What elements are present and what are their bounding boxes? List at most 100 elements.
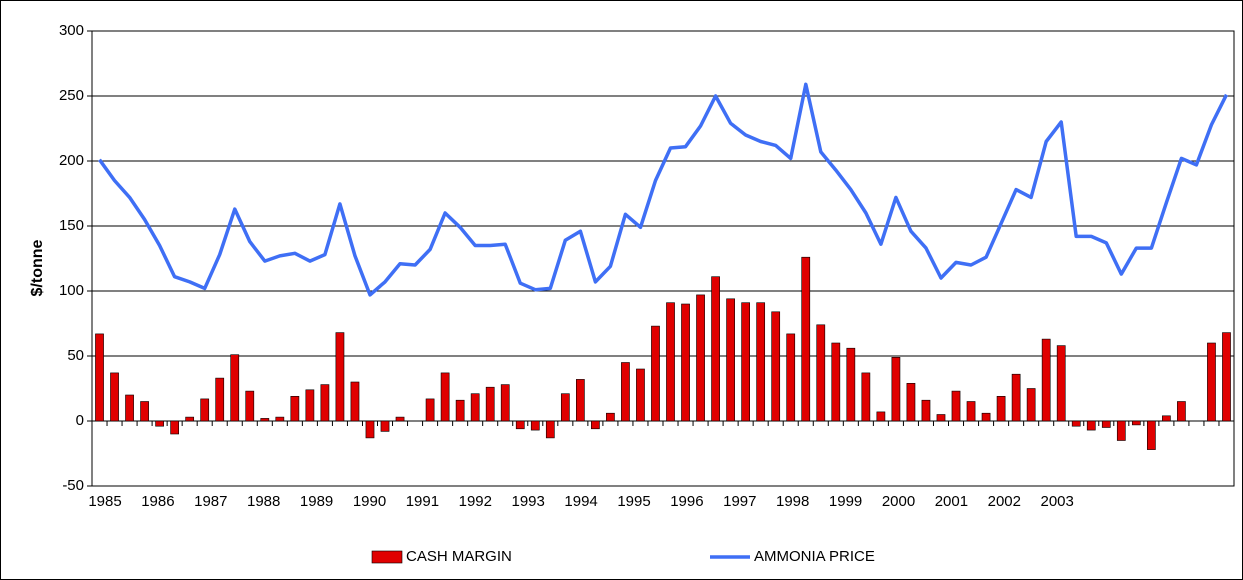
bar [861, 372, 871, 422]
bar [756, 302, 766, 422]
bar [440, 372, 450, 422]
x-tick-label: 1996 [670, 493, 703, 510]
bar [996, 395, 1006, 422]
y-tick-label: 100 [59, 282, 84, 299]
bar [1071, 420, 1081, 427]
bar [636, 368, 645, 422]
bar [305, 389, 315, 422]
bar [170, 420, 180, 435]
bar [455, 399, 465, 422]
bar [816, 324, 826, 422]
bar [1146, 420, 1156, 450]
bar [365, 420, 375, 439]
y-tick-label: 300 [59, 22, 84, 39]
x-tick-label: 1988 [247, 493, 280, 510]
bar [560, 393, 570, 422]
bar [1026, 388, 1036, 422]
bar [666, 302, 675, 422]
x-tick-label: 1986 [141, 493, 174, 510]
bar [1116, 420, 1126, 441]
bar [621, 362, 630, 422]
x-tick-label: 2002 [988, 493, 1021, 510]
x-tick-label: 1999 [829, 493, 862, 510]
x-tick-label: 1987 [194, 493, 227, 510]
bar [876, 411, 886, 422]
bar [966, 401, 976, 422]
legend-swatch [371, 550, 403, 564]
bar [470, 393, 480, 422]
bar [515, 420, 525, 430]
bar [140, 401, 149, 422]
y-tick-label: 50 [67, 347, 84, 364]
x-tick-label: 1998 [776, 493, 809, 510]
bar [1207, 342, 1216, 422]
bar [1041, 338, 1051, 422]
bar [110, 372, 119, 422]
bar [951, 390, 961, 422]
bar [275, 416, 285, 422]
x-tick-label: 2003 [1041, 493, 1074, 510]
bar [591, 420, 600, 430]
bar [801, 256, 811, 422]
bar [575, 379, 585, 422]
bar [485, 386, 495, 422]
bar [200, 398, 210, 422]
bar [921, 399, 931, 422]
x-tick-label: 1990 [353, 493, 386, 510]
bar [395, 416, 405, 422]
bar [545, 420, 555, 439]
bar [981, 412, 991, 422]
bar [726, 298, 735, 422]
x-tick-label: 1993 [512, 493, 545, 510]
y-tick-label: 150 [59, 217, 84, 234]
y-axis-label: $/tonne [29, 239, 46, 296]
x-tick-label: 1991 [406, 493, 439, 510]
bar [891, 356, 901, 422]
legend-label: CASH MARGIN [406, 548, 512, 565]
bar [95, 333, 104, 422]
bar [320, 384, 330, 422]
x-tick-label: 1992 [459, 493, 492, 510]
bar [425, 398, 435, 422]
bar [125, 394, 134, 422]
bar [606, 412, 615, 422]
y-tick-label: -50 [62, 477, 84, 494]
bar [906, 382, 916, 422]
x-tick-label: 1994 [564, 493, 597, 510]
x-tick-label: 2000 [882, 493, 915, 510]
bar [500, 384, 510, 422]
bar [530, 420, 540, 431]
x-tick-label: 1989 [300, 493, 333, 510]
bar [696, 294, 705, 422]
line [98, 82, 1229, 297]
bar [831, 342, 841, 422]
x-tick-label: 2001 [935, 493, 968, 510]
bar [1011, 373, 1021, 422]
bar [681, 303, 690, 422]
bar [230, 354, 240, 422]
bar [350, 381, 360, 422]
bar [155, 420, 164, 427]
bar [1086, 420, 1096, 431]
x-tick-label: 1985 [88, 493, 121, 510]
bar [245, 390, 255, 422]
bar [1162, 415, 1171, 422]
bar [1222, 332, 1231, 422]
bar [380, 420, 390, 432]
bar [741, 302, 751, 422]
y-tick-label: 200 [59, 152, 84, 169]
bar [1131, 420, 1141, 426]
legend-label: AMMONIA PRICE [754, 548, 875, 565]
x-tick-label: 1997 [723, 493, 756, 510]
y-tick-label: 250 [59, 87, 84, 104]
bar [936, 414, 946, 422]
bar [771, 311, 781, 422]
bar [185, 416, 195, 422]
bar [1177, 401, 1186, 422]
bar [290, 395, 300, 422]
bar [215, 377, 225, 422]
bar [786, 333, 796, 422]
bar [260, 418, 270, 422]
